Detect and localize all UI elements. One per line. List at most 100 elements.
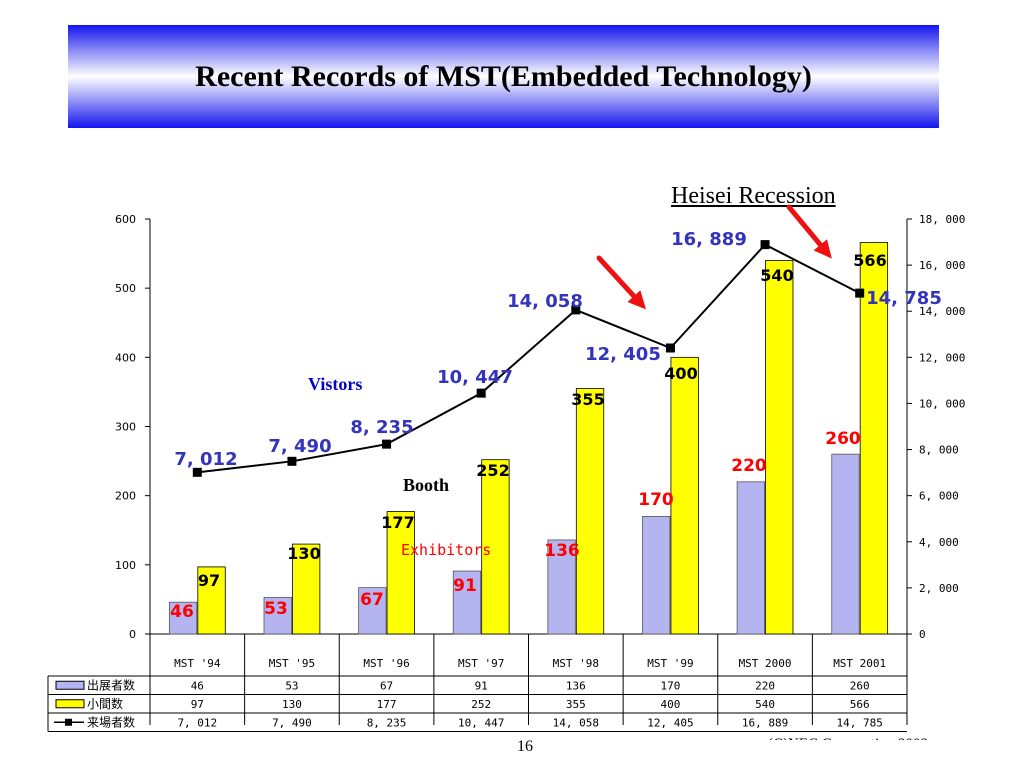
exhibitors-bar (831, 453, 860, 635)
table-cell: 46 (191, 679, 204, 692)
table-cell: 130 (282, 698, 302, 711)
visitors-data-label: 14, 058 (507, 291, 583, 312)
visitors-marker (287, 456, 297, 466)
booth-bar (481, 459, 510, 635)
visitors-marker (855, 288, 865, 298)
exhibitors-data-label: 136 (544, 541, 580, 561)
left-tick-label: 300 (115, 421, 136, 434)
visitors-data-label: 7, 490 (268, 436, 331, 457)
visitors-annotation: Vistors (308, 374, 362, 394)
exhibitors-bar (358, 587, 387, 635)
table-cell: 67 (380, 679, 393, 692)
exhibitors-bar (642, 516, 671, 635)
table-legend-swatch (55, 680, 85, 690)
visitors-data-label: 14, 785 (866, 288, 942, 309)
booth-data-label: 540 (760, 266, 793, 285)
booth-data-label: 130 (287, 544, 320, 563)
table-cell: 8, 235 (367, 716, 407, 729)
table-legend-swatch (55, 699, 85, 709)
left-tick-label: 600 (115, 213, 136, 226)
visitors-data-label: 10, 447 (437, 367, 513, 388)
category-label: MST 2000 (739, 657, 792, 670)
table-cell: 7, 490 (272, 716, 312, 729)
booth-bar (859, 242, 889, 635)
table-cell: 12, 405 (647, 716, 693, 729)
visitors-data-label: 8, 235 (350, 417, 413, 438)
booth-bar (670, 356, 699, 635)
right-tick-label: 0 (919, 628, 926, 641)
visitors-data-label: 16, 889 (671, 229, 747, 250)
visitors-marker (571, 305, 581, 315)
booth-data-label: 252 (476, 461, 509, 480)
visitors-marker (382, 439, 392, 449)
visitors-marker (760, 240, 770, 250)
title-bar: Recent Records of MST(Embedded Technolog… (68, 25, 939, 128)
left-tick-label: 400 (115, 351, 136, 364)
right-tick-label: 14, 000 (919, 305, 965, 318)
right-tick-label: 16, 000 (919, 259, 965, 272)
page-number: 16 (517, 738, 533, 755)
table-cell: 400 (661, 698, 681, 711)
booth-bar (765, 260, 794, 635)
table-cell: 14, 785 (837, 716, 883, 729)
right-tick-label: 8, 000 (919, 444, 959, 457)
visitors-marker (192, 467, 202, 477)
table-cell: 566 (850, 698, 870, 711)
table-cell: 14, 058 (553, 716, 599, 729)
exhibitors-bar (263, 596, 292, 635)
table-cell: 91 (475, 679, 488, 692)
table-cell: 10, 447 (458, 716, 504, 729)
visitors-data-label: 7, 012 (174, 449, 237, 470)
right-tick-label: 4, 000 (919, 536, 959, 549)
table-cell: 136 (566, 679, 586, 692)
right-tick-label: 12, 000 (919, 351, 965, 364)
table-cell: 252 (471, 698, 491, 711)
table-legend-label: 来場者数 (87, 714, 135, 729)
right-tick-label: 2, 000 (919, 582, 959, 595)
exhibitors-data-label: 260 (825, 429, 861, 449)
table-cell: 7, 012 (177, 716, 217, 729)
booth-bar (197, 566, 226, 635)
exhibitors-data-label: 46 (170, 602, 194, 622)
visitors-data-label: 12, 405 (585, 344, 661, 365)
table-cell: 220 (755, 679, 775, 692)
visitors-marker (665, 343, 675, 353)
table-legend-marker (65, 718, 72, 726)
left-tick-label: 100 (115, 559, 136, 572)
table-legend-label: 出展者数 (87, 677, 135, 692)
table-cell: 170 (661, 679, 681, 692)
right-tick-label: 6, 000 (919, 490, 959, 503)
exhibitors-bar (452, 570, 482, 635)
table-cell: 177 (377, 698, 397, 711)
recession-arrow-2-head (813, 239, 832, 259)
booth-data-label: 400 (664, 364, 697, 383)
left-tick-label: 0 (129, 628, 136, 641)
category-label: MST '97 (458, 657, 504, 670)
exhibitors-data-label: 53 (264, 599, 288, 619)
booth-data-label: 566 (853, 251, 886, 270)
table-cell: 97 (191, 698, 204, 711)
category-label: MST '99 (647, 657, 693, 670)
booth-bar (292, 543, 321, 635)
category-label: MST '96 (363, 657, 409, 670)
exhibitors-data-label: 170 (638, 490, 674, 510)
booth-annotation: Booth (403, 475, 449, 495)
category-label: MST '94 (174, 657, 221, 670)
left-tick-label: 500 (115, 282, 136, 295)
category-label: MST '98 (553, 657, 599, 670)
left-tick-label: 200 (115, 490, 136, 503)
exhibitors-bar (547, 539, 576, 635)
exhibitors-data-label: 91 (453, 576, 477, 596)
table-cell: 355 (566, 698, 586, 711)
right-tick-label: 10, 000 (919, 397, 965, 410)
visitors-marker (476, 388, 486, 398)
exhibitors-data-label: 67 (360, 590, 384, 610)
category-label: MST 2001 (833, 657, 886, 670)
table-cell: 53 (285, 679, 298, 692)
table-legend-label: 小間数 (87, 696, 123, 711)
booth-bar (386, 511, 415, 635)
booth-data-label: 97 (198, 571, 220, 590)
booth-data-label: 355 (571, 390, 604, 409)
exhibitors-bar (736, 481, 765, 635)
